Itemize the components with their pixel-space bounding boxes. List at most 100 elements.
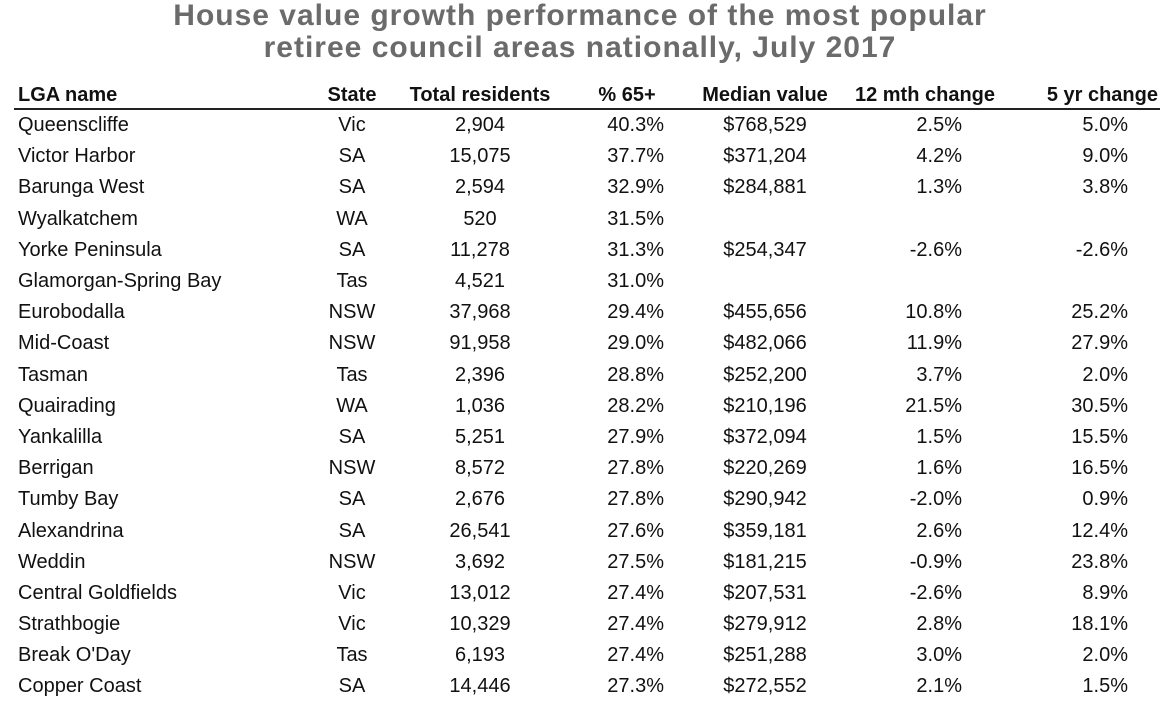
cell-median-value: $372,094 [723,425,807,448]
col-header-pct-65: % 65+ [568,82,686,110]
cell-lga-name: Alexandrina [18,519,124,542]
cell-5-yr-change [1006,204,1160,235]
cell-5-yr-change: 8.9% [1082,581,1128,604]
cell-lga-name: Tumby Bay [18,488,119,511]
cell-state: SA [338,519,366,542]
header-row: LGA name State Total residents % 65+ Med… [14,82,1160,110]
cell-lga-name: Mid-Coast [18,332,110,355]
cell-median-value: $220,269 [723,457,807,480]
cell-5-yr-change: 1.5% [1082,675,1128,698]
cell-lga-name: Weddin [18,550,86,573]
cell-median-value [686,266,844,297]
cell-state: SA [338,238,366,261]
cell-pct-65: 29.0% [607,332,664,355]
cell-median-value: $290,942 [723,488,807,511]
cell-lga-name: Glamorgan-Spring Bay [18,270,222,293]
cell-median-value: $272,552 [723,675,807,698]
cell-12-mth-change [844,266,1006,297]
cell-state: SA [338,145,366,168]
table-row: Copper Coast SA 14,446 27.3% $272,552 2.1% 1.5… [14,671,1160,702]
cell-5-yr-change: 5.0% [1082,114,1128,137]
cell-state: Tas [336,644,368,667]
cell-state: NSW [328,550,376,573]
cell-lga-name: Strathbogie [18,613,121,636]
table-row: Victor Harbor SA 15,075 37.7% $371,204 4.2% 9.… [14,141,1160,172]
chart-title: House value growth performance of the mo… [0,0,1160,64]
cell-5-yr-change: 2.0% [1082,363,1128,386]
cell-12-mth-change: -2.0% [909,488,962,511]
cell-median-value: $279,912 [723,613,807,636]
cell-pct-65: 27.9% [607,425,664,448]
cell-lga-name: Barunga West [18,176,145,199]
cell-pct-65: 28.2% [607,394,664,417]
cell-median-value [686,204,844,235]
cell-lga-name: Eurobodalla [18,301,125,324]
table-row: Quairading WA 1,036 28.2% $210,196 21.5% 30.5% [14,391,1160,422]
cell-5-yr-change: 16.5% [1071,457,1128,480]
cell-state: SA [338,425,366,448]
cell-pct-65: 40.3% [607,114,664,137]
cell-pct-65: 31.3% [607,238,664,261]
cell-total-residents: 2,904 [454,114,506,137]
cell-median-value: $210,196 [723,394,807,417]
title-line-1: House value growth performance of the mo… [173,0,987,32]
cell-total-residents: 26,541 [449,519,511,542]
col-header-total-residents: Total residents [392,82,568,110]
cell-5-yr-change: 30.5% [1071,394,1128,417]
data-table: LGA name State Total residents % 65+ Med… [14,82,1160,703]
cell-median-value: $181,215 [723,550,807,573]
cell-12-mth-change: 2.1% [916,675,962,698]
cell-5-yr-change: 25.2% [1071,301,1128,324]
cell-5-yr-change: 18.1% [1071,613,1128,636]
cell-pct-65: 28.8% [607,363,664,386]
cell-lga-name: Yorke Peninsula [18,238,162,261]
cell-12-mth-change: 2.8% [916,613,962,636]
table-row: Glamorgan-Spring Bay Tas 4,521 31.0% [14,266,1160,297]
cell-total-residents: 1,036 [454,394,506,417]
cell-12-mth-change: 10.8% [905,301,962,324]
cell-5-yr-change: 12.4% [1071,519,1128,542]
col-header-lga-name: LGA name [14,82,312,110]
cell-lga-name: Central Goldfields [18,581,177,604]
cell-12-mth-change: 2.6% [916,519,962,542]
cell-state: WA [336,394,368,417]
cell-state: Vic [338,613,366,636]
cell-total-residents: 3,692 [454,550,506,573]
title-line-2: retiree council areas nationally, July 2… [263,31,897,64]
cell-state: WA [336,207,368,230]
col-header-state: State [312,82,392,110]
table-row: Break O'Day Tas 6,193 27.4% $251,288 3.0% 2.0% [14,640,1160,671]
cell-lga-name: Break O'Day [18,644,131,667]
cell-state: NSW [328,457,376,480]
cell-12-mth-change: -2.6% [909,238,962,261]
table-row: Queenscliffe Vic 2,904 40.3% $768,529 2.5% 5.0… [14,109,1160,141]
cell-state: NSW [328,332,376,355]
cell-state: NSW [328,301,376,324]
table-row: Mid-Coast NSW 91,958 29.0% $482,066 11.9% 27.9… [14,328,1160,359]
cell-state: Tas [336,363,368,386]
cell-pct-65: 27.6% [607,519,664,542]
cell-12-mth-change: 3.7% [916,363,962,386]
cell-pct-65: 29.4% [607,301,664,324]
cell-total-residents: 15,075 [449,145,511,168]
cell-pct-65: 31.5% [607,207,664,230]
cell-total-residents: 11,278 [450,238,510,261]
cell-12-mth-change: 4.2% [916,145,962,168]
cell-12-mth-change: 21.5% [905,394,962,417]
table-row: Berrigan NSW 8,572 27.8% $220,269 1.6% 16.5% [14,453,1160,484]
cell-12-mth-change: 11.9% [906,332,962,355]
cell-total-residents: 2,396 [454,363,506,386]
cell-12-mth-change: 2.5% [916,114,962,137]
cell-state: Tas [336,270,368,293]
cell-median-value: $284,881 [723,176,807,199]
cell-5-yr-change: 9.0% [1082,145,1128,168]
col-header-5-yr-change: 5 yr change [1006,82,1160,110]
cell-median-value: $207,531 [723,581,807,604]
cell-median-value: $455,656 [723,301,807,324]
cell-lga-name: Copper Coast [18,675,142,698]
cell-12-mth-change: 3.0% [916,644,962,667]
table-row: Alexandrina SA 26,541 27.6% $359,181 2.6% 12.4… [14,515,1160,546]
cell-12-mth-change [844,204,1006,235]
cell-12-mth-change: -0.9% [909,550,962,573]
cell-total-residents: 2,594 [454,176,506,199]
